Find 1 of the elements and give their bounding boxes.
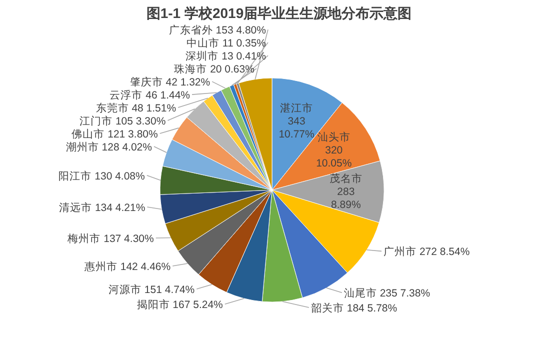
chart-title: 图1-1 学校2019届毕业生生源地分布示意图 — [146, 5, 412, 21]
